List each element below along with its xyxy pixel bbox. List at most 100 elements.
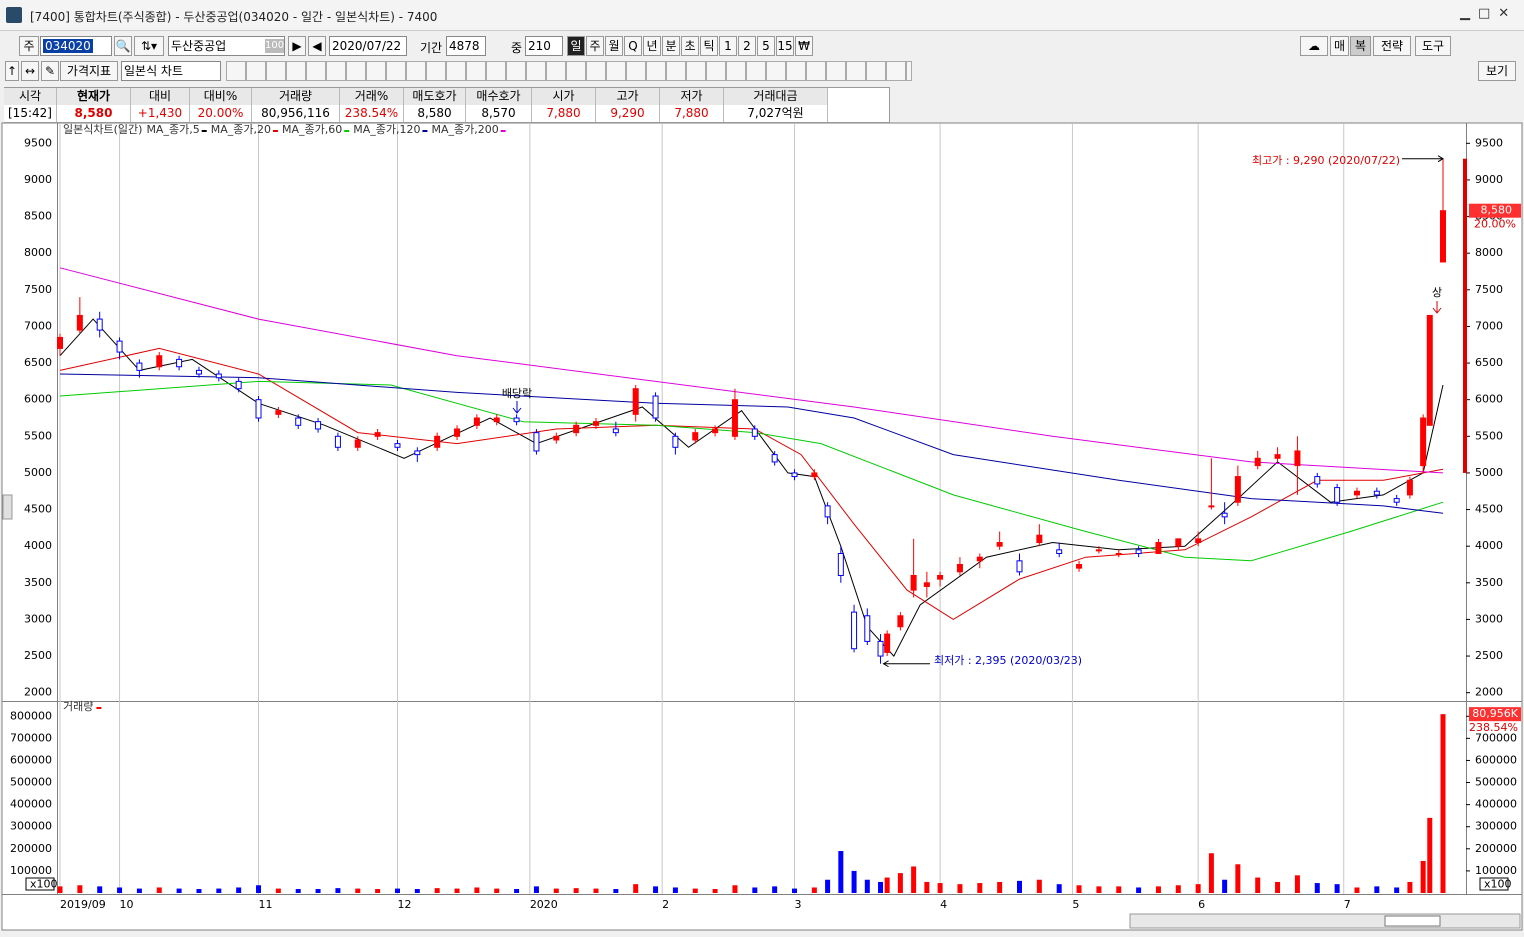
candle-body bbox=[1393, 498, 1400, 503]
y-tick-label: 3500 bbox=[1475, 576, 1503, 589]
volume-bar bbox=[957, 884, 963, 893]
candle-body bbox=[692, 432, 699, 441]
candle-body bbox=[824, 505, 831, 518]
y-tick-label: 6500 bbox=[1475, 356, 1503, 369]
interval-button[interactable]: ₩ bbox=[795, 36, 813, 56]
interval-button[interactable]: 5 bbox=[757, 36, 775, 56]
count-label: 중 bbox=[511, 41, 523, 55]
next-button[interactable]: ▶ bbox=[288, 36, 306, 56]
search-button[interactable]: 🔍 bbox=[114, 36, 132, 56]
volume-bar bbox=[573, 888, 579, 893]
volume-tick-label: 700000 bbox=[1475, 731, 1517, 744]
unit-box bbox=[25, 877, 55, 891]
list-button[interactable]: ⇅▾ bbox=[134, 36, 164, 56]
candle-body bbox=[837, 553, 844, 576]
volume-bar bbox=[997, 881, 1003, 893]
chart-style-select[interactable]: 일본식 차트 bbox=[121, 61, 221, 81]
candle-body bbox=[1095, 549, 1102, 552]
count-input[interactable]: 210 bbox=[525, 36, 563, 56]
high-annotation: 최고가 : 9,290 (2020/07/22) bbox=[1252, 154, 1400, 167]
limit-up-annotation: 상 bbox=[1432, 286, 1442, 299]
quote-header: 저가 bbox=[660, 88, 724, 105]
volume-bar bbox=[514, 889, 520, 893]
interval-button[interactable]: 15 bbox=[776, 36, 794, 56]
volume-bar bbox=[732, 885, 738, 893]
bottom-controls[interactable] bbox=[1129, 913, 1521, 929]
y-tick-label: 4000 bbox=[1475, 539, 1503, 552]
indicator-button[interactable]: 가격지표 bbox=[60, 61, 118, 81]
interval-button[interactable]: 초 bbox=[681, 36, 699, 56]
y-tick-label: 3000 bbox=[24, 612, 52, 625]
volume-bar bbox=[1155, 886, 1161, 893]
tool-button[interactable]: 도구 bbox=[1415, 36, 1451, 56]
code-input[interactable]: 034020 bbox=[40, 36, 112, 56]
side-toggle[interactable] bbox=[2, 494, 13, 520]
toggle-button[interactable]: ↔ bbox=[21, 61, 39, 81]
candle-body bbox=[1076, 563, 1083, 569]
view-button[interactable]: 보기 bbox=[1478, 61, 1516, 81]
volume-bar bbox=[593, 888, 599, 893]
candle-body bbox=[1195, 538, 1202, 544]
date-input[interactable]: 2020/07/22 bbox=[329, 36, 407, 56]
volume-bar bbox=[1374, 886, 1380, 893]
y-tick-label: 2000 bbox=[24, 686, 52, 699]
interval-button[interactable]: 2 bbox=[738, 36, 756, 56]
drawing-tools[interactable] bbox=[226, 61, 912, 81]
price-tag-label: 8,580 bbox=[1481, 204, 1513, 217]
legend-label: MA_종가,200 bbox=[431, 123, 498, 136]
volume-bar bbox=[77, 885, 83, 893]
scroll-thumb[interactable] bbox=[1384, 915, 1441, 927]
y-tick-label: 2500 bbox=[1475, 649, 1503, 662]
candle-body bbox=[473, 417, 480, 426]
volume-bar bbox=[1175, 885, 1181, 893]
interval-button[interactable]: 년 bbox=[643, 36, 661, 56]
tool-button[interactable]: 전략 bbox=[1373, 36, 1411, 56]
volume-bar bbox=[1407, 881, 1413, 893]
interval-button[interactable]: 1 bbox=[719, 36, 737, 56]
volume-tick-label: 700000 bbox=[10, 731, 52, 744]
volume-bar bbox=[851, 870, 857, 893]
ma-line bbox=[59, 267, 1444, 474]
volume-tick-label: 600000 bbox=[1475, 753, 1517, 766]
period-input[interactable]: 4878 bbox=[446, 36, 486, 56]
volume-bar bbox=[937, 883, 943, 893]
candle-body bbox=[136, 362, 143, 371]
up-button[interactable]: ↑ bbox=[5, 61, 19, 81]
interval-button[interactable]: 틱 bbox=[700, 36, 718, 56]
volume-bar bbox=[1096, 886, 1102, 893]
interval-button[interactable]: 분 bbox=[662, 36, 680, 56]
candle-body bbox=[414, 450, 421, 456]
x-tick-label: 7 bbox=[1344, 898, 1351, 911]
edit-button[interactable]: ✎ bbox=[41, 61, 59, 81]
volume-bar bbox=[97, 886, 103, 893]
volume-bar bbox=[884, 877, 890, 893]
market-select[interactable]: 주 bbox=[19, 36, 39, 56]
tool-button[interactable]: 매 bbox=[1330, 36, 1349, 56]
volume-tick-label: 600000 bbox=[10, 753, 52, 766]
volume-tick-label: 500000 bbox=[1475, 776, 1517, 789]
cloud-button[interactable]: ☁ bbox=[1300, 36, 1328, 56]
interval-button[interactable]: Q bbox=[624, 36, 642, 56]
legend-title: 일본식차트(일간) bbox=[63, 122, 142, 136]
app-icon bbox=[6, 7, 22, 23]
volume-bar bbox=[434, 888, 440, 893]
tool-button[interactable]: 복 bbox=[1350, 36, 1371, 56]
interval-button[interactable]: 주 bbox=[586, 36, 604, 56]
candle-body bbox=[156, 355, 163, 368]
interval-button[interactable]: 월 bbox=[605, 36, 623, 56]
volume-bar bbox=[1195, 884, 1201, 893]
candle-body bbox=[864, 615, 871, 642]
candle-body bbox=[976, 556, 983, 562]
candle-body bbox=[76, 314, 83, 331]
window-controls[interactable]: ▁□✕ bbox=[1460, 6, 1518, 21]
prev-button[interactable]: ◀ bbox=[308, 36, 326, 56]
quote-header: 거래% bbox=[340, 88, 404, 105]
volume-bar bbox=[335, 888, 341, 893]
volume-tick-label: 400000 bbox=[10, 798, 52, 811]
interval-button[interactable]: 일 bbox=[567, 36, 585, 56]
volume-tick-label: 100000 bbox=[1475, 864, 1517, 877]
candle-body bbox=[513, 417, 520, 423]
name-input[interactable]: 두산중공업 bbox=[168, 36, 285, 56]
quote-header: 시각 bbox=[4, 88, 57, 105]
candle-body bbox=[374, 432, 381, 437]
